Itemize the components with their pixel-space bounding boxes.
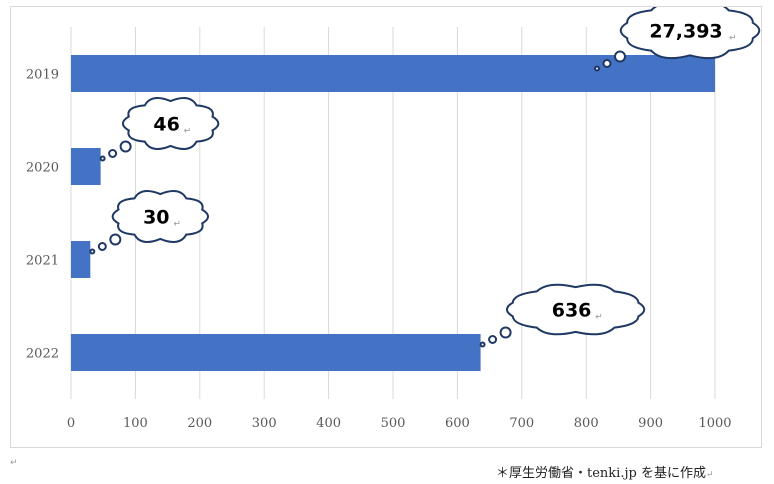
paragraph-mark: ↵ <box>10 458 18 468</box>
callout-tail-2022-2 <box>479 341 486 348</box>
x-tick-label-300: 300 <box>252 416 277 431</box>
data-label-mark-2021: ↵ <box>173 220 181 230</box>
callout-tail-2020-0 <box>119 140 132 153</box>
chart-frame: 2019 2020 2021 2022 0 100 200 300 400 500 600 700 8… <box>10 6 762 448</box>
x-tick-label-700: 700 <box>509 416 534 431</box>
source-note-text: ＊厚生労働省・tenki.jp を基に作成 <box>496 466 706 481</box>
callout-tail-2021-0 <box>109 233 122 246</box>
bar-chart: 2019 2020 2021 2022 0 100 200 300 400 500 600 700 8… <box>26 7 761 431</box>
x-tick-label-0: 0 <box>67 416 75 431</box>
callout-cloud-2022 <box>505 283 646 336</box>
category-label-2019: 2019 <box>26 68 59 83</box>
callout-2022: 636 ↵ <box>479 283 646 348</box>
x-tick-label-900: 900 <box>638 416 663 431</box>
x-tick-label-800: 800 <box>574 416 599 431</box>
x-tick-label-200: 200 <box>187 416 212 431</box>
callout-2020: 46 ↵ <box>99 97 220 162</box>
bar-2022 <box>71 334 481 371</box>
value-callouts: 27,393 ↵46 ↵30 ↵636 ↵ <box>89 7 761 348</box>
callout-cloud-2019 <box>619 7 761 60</box>
callout-tail-2021-2 <box>89 248 96 255</box>
callout-tail-2019-1 <box>602 59 612 68</box>
callout-tail-2020-2 <box>99 155 106 162</box>
source-note-mark: ↵ <box>705 470 714 480</box>
category-label-2022: 2022 <box>26 347 59 362</box>
callout-2019: 27,393 ↵ <box>594 7 761 72</box>
x-tick-label-1000: 1000 <box>698 416 731 431</box>
callout-cloud-2020 <box>121 97 220 150</box>
callout-tail-2020-1 <box>108 149 118 158</box>
bar-2020 <box>71 148 101 185</box>
data-label-2019: 27,393 <box>649 21 722 43</box>
callout-tail-2019-2 <box>594 65 600 72</box>
data-label-2021: 30 <box>143 207 169 229</box>
category-label-2021: 2021 <box>26 254 59 269</box>
x-tick-label-600: 600 <box>445 416 470 431</box>
callout-tail-2022-0 <box>499 326 512 339</box>
callout-2021: 30 ↵ <box>89 190 210 255</box>
source-note: ＊厚生労働省・tenki.jp を基に作成↵ <box>496 462 714 481</box>
bar-2021 <box>71 241 91 278</box>
callout-cloud-2021 <box>111 190 210 243</box>
data-label-2022: 636 <box>552 300 592 322</box>
category-label-2020: 2020 <box>26 161 59 176</box>
data-label-mark-2019: ↵ <box>729 34 737 44</box>
x-tick-label-500: 500 <box>381 416 406 431</box>
data-label-2020: 46 <box>153 114 179 136</box>
x-tick-label-400: 400 <box>316 416 341 431</box>
callout-tail-2019-0 <box>614 50 626 63</box>
callout-tail-2021-1 <box>97 242 107 251</box>
callout-tail-2022-1 <box>488 335 498 344</box>
category-labels: 2019 2020 2021 2022 <box>26 68 59 362</box>
x-tick-labels: 0 100 200 300 400 500 600 700 800 900 1000 <box>67 416 732 431</box>
data-label-mark-2022: ↵ <box>595 313 603 323</box>
x-tick-label-100: 100 <box>123 416 148 431</box>
data-label-mark-2020: ↵ <box>184 127 192 137</box>
